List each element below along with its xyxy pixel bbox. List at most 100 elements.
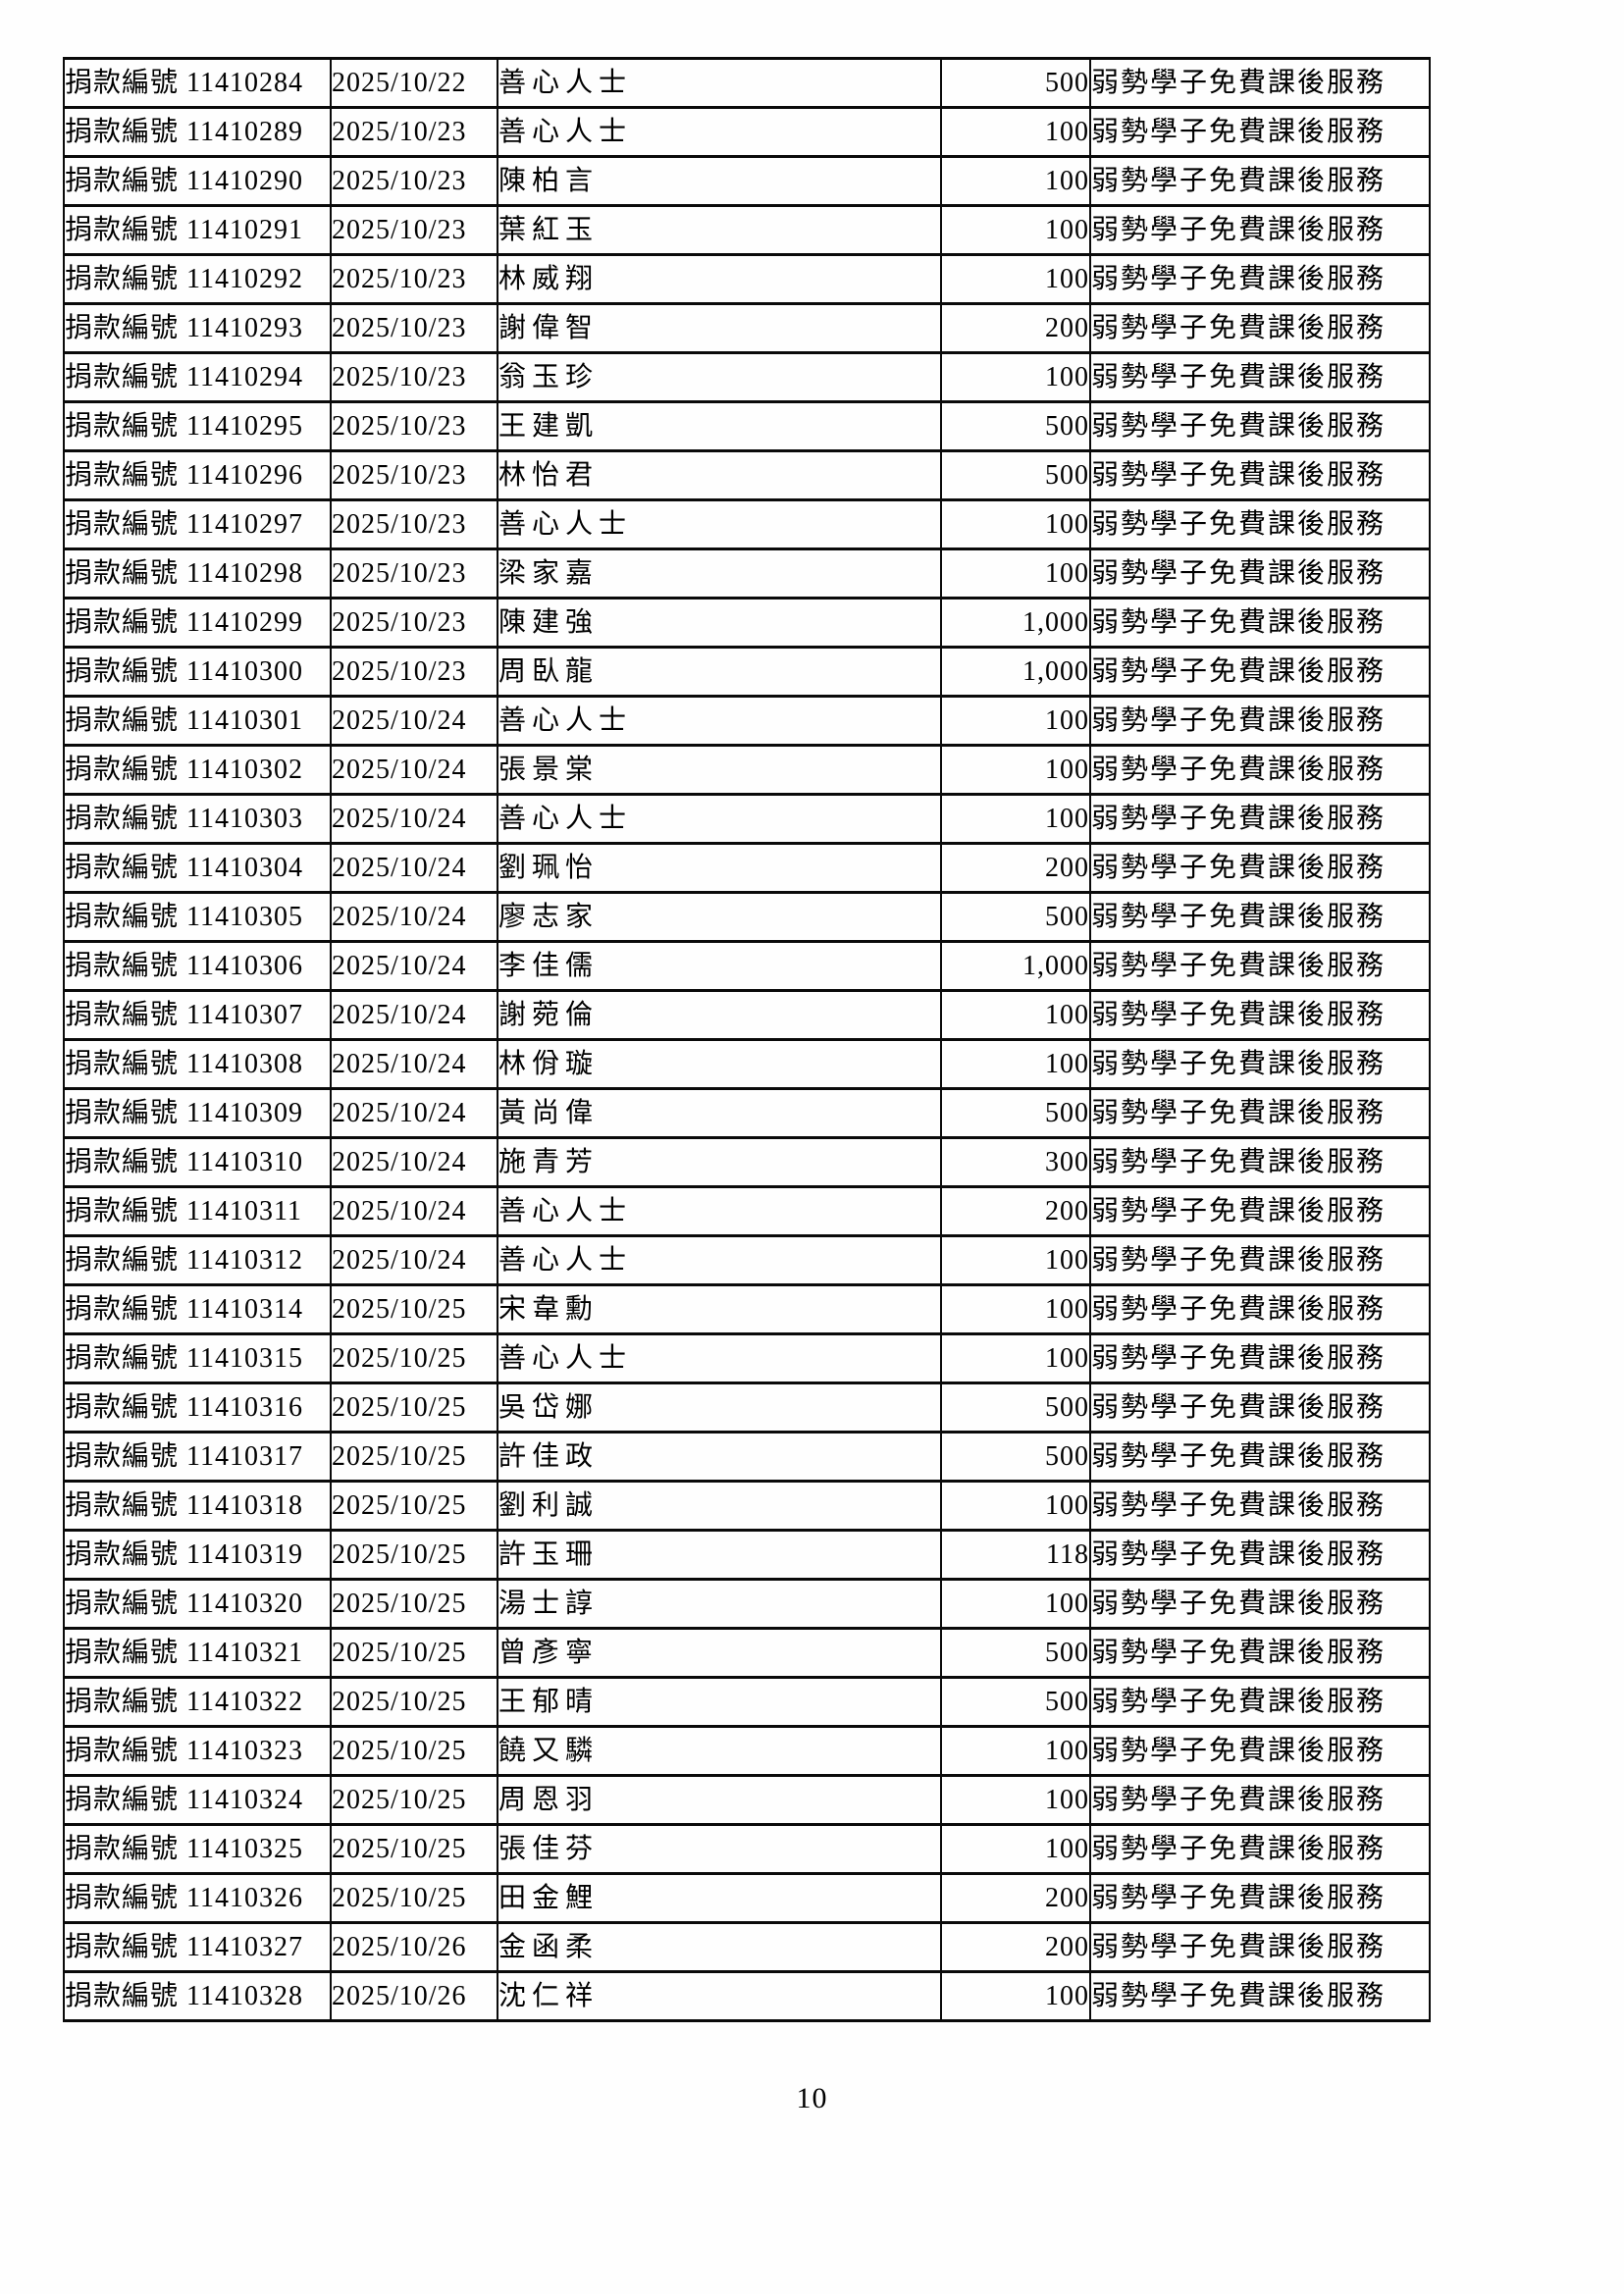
- donation-row: 捐款編號 11410324 2025/10/25 周恩羽 100 弱勢學子免費課後服務: [63, 1774, 1431, 1826]
- amount-cell: 500: [940, 1431, 1091, 1483]
- donor-name-cell: 善心人士: [497, 1185, 942, 1237]
- purpose-cell: 弱勢學子免費課後服務: [1089, 744, 1431, 796]
- amount-cell: 1,000: [940, 940, 1091, 992]
- purpose-cell: 弱勢學子免費課後服務: [1089, 1627, 1431, 1679]
- donor-name-cell: 施青芳: [497, 1136, 942, 1188]
- donation-row: 捐款編號 11410307 2025/10/24 謝菀倫 100 弱勢學子免費課後服務: [63, 989, 1431, 1041]
- purpose-cell: 弱勢學子免費課後服務: [1089, 1578, 1431, 1630]
- amount-cell: 500: [940, 1087, 1091, 1139]
- donation-row: 捐款編號 11410325 2025/10/25 張佳芬 100 弱勢學子免費課後服務: [63, 1823, 1431, 1875]
- purpose-cell: 弱勢學子免費課後服務: [1089, 1725, 1431, 1777]
- amount-cell: 100: [940, 1725, 1091, 1777]
- donor-name-cell: 善心人士: [497, 498, 942, 550]
- amount-cell: 200: [940, 1921, 1091, 1973]
- donor-name-cell: 宋韋勳: [497, 1283, 942, 1335]
- donation-id-cell: 捐款編號 11410301: [63, 695, 332, 747]
- purpose-cell: 弱勢學子免費課後服務: [1089, 449, 1431, 501]
- donor-name-cell: 曾彥寧: [497, 1627, 942, 1679]
- donation-id-cell: 捐款編號 11410323: [63, 1725, 332, 1777]
- donation-id-cell: 捐款編號 11410312: [63, 1234, 332, 1286]
- amount-cell: 100: [940, 1480, 1091, 1532]
- date-cell: 2025/10/25: [330, 1725, 498, 1777]
- date-cell: 2025/10/25: [330, 1578, 498, 1630]
- donation-id-cell: 捐款編號 11410321: [63, 1627, 332, 1679]
- donation-id-cell: 捐款編號 11410293: [63, 302, 332, 354]
- donor-name-cell: 陳柏言: [497, 155, 942, 207]
- donor-name-cell: 廖志家: [497, 891, 942, 943]
- amount-cell: 100: [940, 1578, 1091, 1630]
- amount-cell: 200: [940, 302, 1091, 354]
- donation-id-cell: 捐款編號 11410304: [63, 842, 332, 894]
- donation-row: 捐款編號 11410298 2025/10/23 梁家嘉 100 弱勢學子免費課後服務: [63, 547, 1431, 600]
- donor-name-cell: 王郁晴: [497, 1676, 942, 1728]
- purpose-cell: 弱勢學子免費課後服務: [1089, 940, 1431, 992]
- date-cell: 2025/10/23: [330, 498, 498, 550]
- purpose-cell: 弱勢學子免費課後服務: [1089, 106, 1431, 158]
- amount-cell: 500: [940, 57, 1091, 109]
- purpose-cell: 弱勢學子免費課後服務: [1089, 1431, 1431, 1483]
- purpose-cell: 弱勢學子免費課後服務: [1089, 1332, 1431, 1384]
- donation-id-cell: 捐款編號 11410325: [63, 1823, 332, 1875]
- donation-id-cell: 捐款編號 11410297: [63, 498, 332, 550]
- date-cell: 2025/10/25: [330, 1676, 498, 1728]
- donation-row: 捐款編號 11410284 2025/10/22 善心人士 500 弱勢學子免費課後服務: [63, 57, 1431, 109]
- purpose-cell: 弱勢學子免費課後服務: [1089, 1872, 1431, 1924]
- donation-id-cell: 捐款編號 11410311: [63, 1185, 332, 1237]
- donation-row: 捐款編號 11410294 2025/10/23 翁玉珍 100 弱勢學子免費課後服務: [63, 351, 1431, 403]
- donor-name-cell: 金函柔: [497, 1921, 942, 1973]
- amount-cell: 100: [940, 1970, 1091, 2022]
- donation-id-cell: 捐款編號 11410298: [63, 547, 332, 600]
- date-cell: 2025/10/25: [330, 1332, 498, 1384]
- donation-row: 捐款編號 11410303 2025/10/24 善心人士 100 弱勢學子免費課後服務: [63, 793, 1431, 845]
- purpose-cell: 弱勢學子免費課後服務: [1089, 597, 1431, 649]
- purpose-cell: 弱勢學子免費課後服務: [1089, 1529, 1431, 1581]
- donation-row: 捐款編號 11410297 2025/10/23 善心人士 100 弱勢學子免費課後服務: [63, 498, 1431, 550]
- purpose-cell: 弱勢學子免費課後服務: [1089, 57, 1431, 109]
- amount-cell: 500: [940, 1382, 1091, 1434]
- date-cell: 2025/10/24: [330, 1038, 498, 1090]
- date-cell: 2025/10/25: [330, 1382, 498, 1434]
- donation-id-cell: 捐款編號 11410327: [63, 1921, 332, 1973]
- purpose-cell: 弱勢學子免費課後服務: [1089, 1774, 1431, 1826]
- date-cell: 2025/10/22: [330, 57, 498, 109]
- donation-id-cell: 捐款編號 11410306: [63, 940, 332, 992]
- date-cell: 2025/10/23: [330, 547, 498, 600]
- donation-row: 捐款編號 11410306 2025/10/24 李佳儒 1,000 弱勢學子免費課後服…: [63, 940, 1431, 992]
- purpose-cell: 弱勢學子免費課後服務: [1089, 793, 1431, 845]
- amount-cell: 100: [940, 155, 1091, 207]
- purpose-cell: 弱勢學子免費課後服務: [1089, 1480, 1431, 1532]
- amount-cell: 100: [940, 744, 1091, 796]
- donation-row: 捐款編號 11410299 2025/10/23 陳建強 1,000 弱勢學子免費課後服…: [63, 597, 1431, 649]
- amount-cell: 118: [940, 1529, 1091, 1581]
- donor-name-cell: 梁家嘉: [497, 547, 942, 600]
- date-cell: 2025/10/23: [330, 597, 498, 649]
- date-cell: 2025/10/23: [330, 449, 498, 501]
- donations-table: 捐款編號 11410284 2025/10/22 善心人士 500 弱勢學子免費課後服務…: [63, 57, 1431, 2022]
- donor-name-cell: 張佳芬: [497, 1823, 942, 1875]
- donation-row: 捐款編號 11410327 2025/10/26 金函柔 200 弱勢學子免費課後服務: [63, 1921, 1431, 1973]
- donor-name-cell: 饒又驎: [497, 1725, 942, 1777]
- amount-cell: 200: [940, 1185, 1091, 1237]
- donor-name-cell: 葉紅玉: [497, 204, 942, 256]
- donation-id-cell: 捐款編號 11410326: [63, 1872, 332, 1924]
- donation-row: 捐款編號 11410326 2025/10/25 田金鯉 200 弱勢學子免費課後服務: [63, 1872, 1431, 1924]
- purpose-cell: 弱勢學子免費課後服務: [1089, 1823, 1431, 1875]
- donor-name-cell: 謝菀倫: [497, 989, 942, 1041]
- donation-id-cell: 捐款編號 11410309: [63, 1087, 332, 1139]
- donation-row: 捐款編號 11410289 2025/10/23 善心人士 100 弱勢學子免費課後服務: [63, 106, 1431, 158]
- purpose-cell: 弱勢學子免費課後服務: [1089, 989, 1431, 1041]
- purpose-cell: 弱勢學子免費課後服務: [1089, 498, 1431, 550]
- donation-row: 捐款編號 11410310 2025/10/24 施青芳 300 弱勢學子免費課後服務: [63, 1136, 1431, 1188]
- donation-id-cell: 捐款編號 11410308: [63, 1038, 332, 1090]
- donation-id-cell: 捐款編號 11410305: [63, 891, 332, 943]
- donation-id-cell: 捐款編號 11410318: [63, 1480, 332, 1532]
- amount-cell: 200: [940, 842, 1091, 894]
- donation-row: 捐款編號 11410316 2025/10/25 吳岱娜 500 弱勢學子免費課後服務: [63, 1382, 1431, 1434]
- donation-id-cell: 捐款編號 11410314: [63, 1283, 332, 1335]
- date-cell: 2025/10/23: [330, 302, 498, 354]
- donor-name-cell: 湯士諄: [497, 1578, 942, 1630]
- donation-row: 捐款編號 11410318 2025/10/25 劉利誠 100 弱勢學子免費課後服務: [63, 1480, 1431, 1532]
- donation-row: 捐款編號 11410292 2025/10/23 林威翔 100 弱勢學子免費課後服務: [63, 253, 1431, 305]
- donor-name-cell: 謝偉智: [497, 302, 942, 354]
